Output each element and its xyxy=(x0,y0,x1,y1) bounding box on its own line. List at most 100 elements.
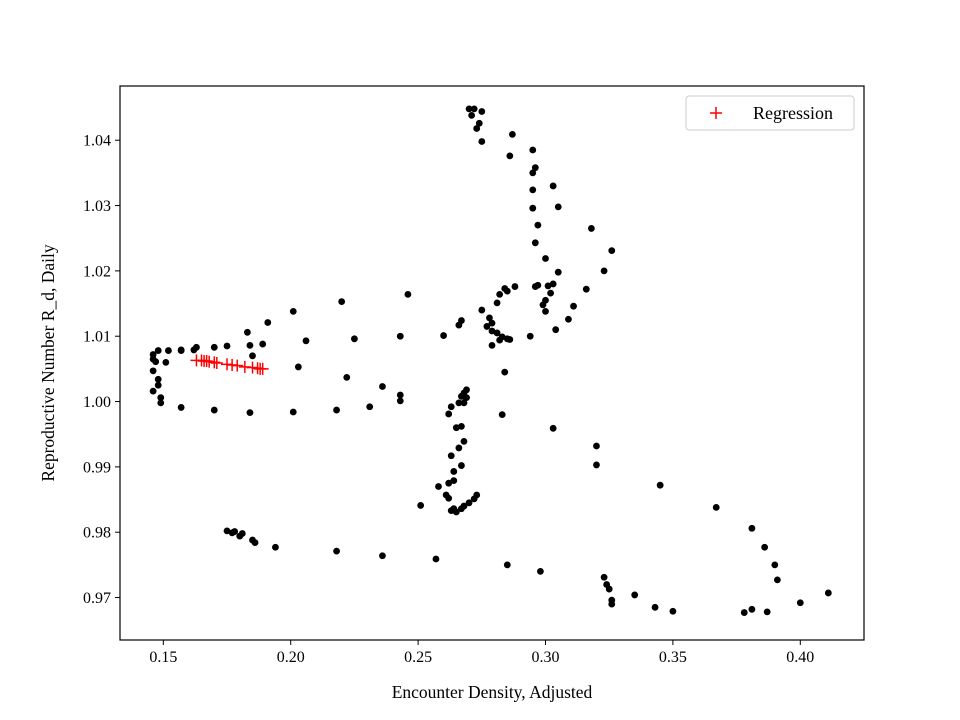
data-point xyxy=(539,301,547,309)
plot-frame xyxy=(119,85,865,641)
data-point xyxy=(542,255,549,262)
data-point xyxy=(154,347,162,354)
legend-box xyxy=(685,95,855,131)
data-point xyxy=(526,332,534,340)
data-point xyxy=(460,437,468,445)
data-point xyxy=(302,337,310,345)
data-point xyxy=(534,221,542,229)
data-point xyxy=(496,291,504,298)
data-point xyxy=(529,146,537,154)
data-point xyxy=(455,444,463,452)
data-point xyxy=(498,411,506,419)
data-point xyxy=(608,596,616,604)
data-point xyxy=(223,527,231,535)
data-point xyxy=(468,111,476,119)
legend: Regression xyxy=(685,95,855,131)
data-point xyxy=(508,130,516,138)
data-point xyxy=(333,406,340,414)
data-point xyxy=(501,368,509,376)
y-tick-label: 1.01 xyxy=(83,329,111,346)
data-point xyxy=(210,343,218,351)
x-tick-label: 0.15 xyxy=(149,649,177,666)
data-point xyxy=(246,409,254,417)
data-point xyxy=(761,543,769,551)
data-point xyxy=(470,105,478,113)
data-point xyxy=(544,282,552,290)
x-tick-label: 0.35 xyxy=(659,649,687,666)
data-point xyxy=(529,186,537,194)
data-point xyxy=(593,461,600,469)
data-point xyxy=(542,307,549,315)
y-tick-label: 0.97 xyxy=(83,590,111,607)
data-point xyxy=(294,363,302,371)
y-tick-label: 0.99 xyxy=(83,459,111,476)
data-point xyxy=(445,494,453,502)
data-point xyxy=(289,408,297,416)
data-point xyxy=(478,138,486,145)
legend-plus-icon xyxy=(710,107,722,119)
data-point xyxy=(264,319,272,326)
plot-marks xyxy=(149,105,832,616)
legend-label-regression: Regression xyxy=(753,103,833,123)
data-point xyxy=(531,283,539,290)
data-point xyxy=(228,529,236,537)
data-point xyxy=(531,164,539,172)
data-point xyxy=(465,499,473,507)
y-tick-label: 1.00 xyxy=(83,394,111,411)
data-point xyxy=(165,347,172,354)
data-point xyxy=(435,483,442,490)
data-point xyxy=(796,599,804,607)
y-axis-label: Reproductive Number R_d, Daily xyxy=(38,244,58,481)
legend-regression-marker xyxy=(710,107,722,119)
data-point xyxy=(488,341,496,349)
data-point xyxy=(763,608,771,616)
data-point xyxy=(549,424,557,432)
data-point xyxy=(149,351,157,358)
data-point xyxy=(177,404,185,411)
data-point xyxy=(379,383,386,390)
data-point xyxy=(493,299,501,307)
data-point xyxy=(529,169,537,177)
data-point xyxy=(149,367,157,375)
data-point xyxy=(475,119,483,127)
regression-point xyxy=(256,362,269,375)
data-point xyxy=(493,329,501,337)
data-point xyxy=(452,508,460,516)
data-point xyxy=(503,561,511,569)
data-point xyxy=(600,267,608,275)
data-point xyxy=(600,573,608,581)
y-tick-label: 1.04 xyxy=(83,133,111,150)
data-point xyxy=(157,399,165,407)
data-point xyxy=(531,239,539,247)
data-point xyxy=(445,410,453,418)
data-point xyxy=(570,302,577,310)
data-point xyxy=(458,462,465,469)
data-point xyxy=(460,502,468,510)
data-point xyxy=(465,105,473,113)
data-point xyxy=(740,609,748,616)
data-point xyxy=(549,182,557,190)
data-point xyxy=(338,298,346,305)
data-point xyxy=(496,336,504,344)
data-point xyxy=(447,403,455,411)
data-point xyxy=(366,403,374,411)
x-axis-ticks: 0.15 0.20 0.25 0.30 0.35 0.40 xyxy=(149,640,814,666)
data-point xyxy=(343,373,351,381)
data-point xyxy=(458,317,465,324)
data-point xyxy=(162,358,170,366)
data-point xyxy=(511,283,519,290)
data-point xyxy=(593,442,600,450)
data-point xyxy=(333,547,340,555)
data-point xyxy=(473,125,481,132)
data-point xyxy=(488,319,496,327)
regression-point xyxy=(210,357,223,369)
data-point xyxy=(631,591,639,599)
data-point xyxy=(748,524,756,532)
data-point xyxy=(396,391,404,399)
data-point xyxy=(554,268,562,276)
data-point xyxy=(506,152,514,160)
data-point xyxy=(483,323,491,330)
data-point xyxy=(824,589,832,597)
data-point xyxy=(554,203,562,211)
